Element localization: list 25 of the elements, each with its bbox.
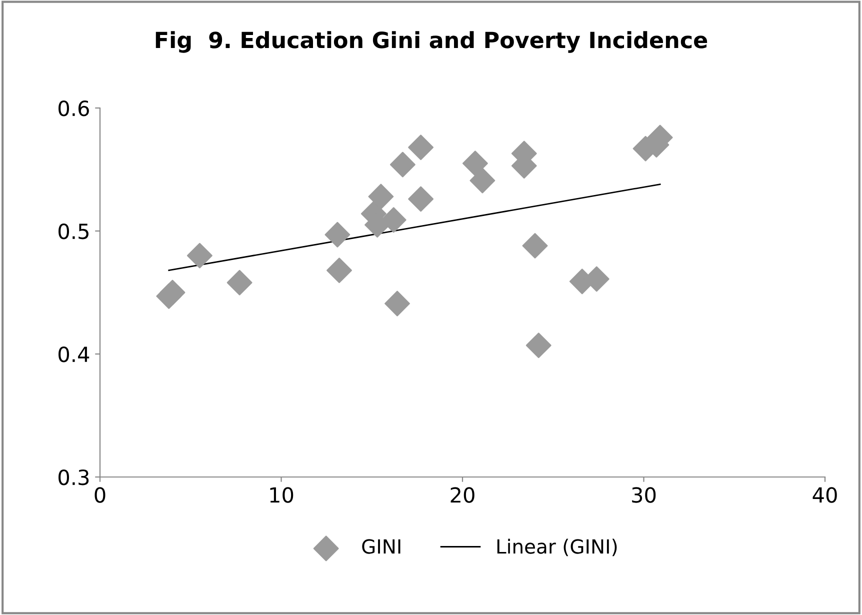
- x-tick-label: 0: [94, 487, 106, 503]
- point: [390, 152, 416, 178]
- x-tick-label: 20: [450, 487, 474, 503]
- point: [470, 168, 496, 194]
- point: [368, 184, 394, 210]
- point: [326, 258, 352, 284]
- x-tick-label: 30: [632, 487, 656, 503]
- point: [462, 150, 488, 176]
- legend-label: GINI: [362, 539, 400, 554]
- point: [226, 270, 252, 296]
- x-tick-label: 40: [812, 487, 837, 503]
- y-tick-label: 0.3: [58, 469, 89, 486]
- x-tick-label: 10: [270, 487, 294, 503]
- y-tick-label: 0.6: [58, 100, 89, 116]
- point: [384, 290, 410, 316]
- y-tick-label: 0.5: [58, 223, 88, 240]
- legend-label: Linear (GINI): [497, 538, 617, 556]
- point: [408, 134, 434, 160]
- y-tick-label: 0.4: [58, 346, 90, 362]
- point: [408, 186, 434, 212]
- point: [186, 242, 212, 268]
- point: [324, 222, 350, 248]
- point: [522, 233, 548, 258]
- point: [526, 332, 552, 358]
- chart-title: Fig 9. Education Gini and Poverty Incidence: [156, 31, 708, 53]
